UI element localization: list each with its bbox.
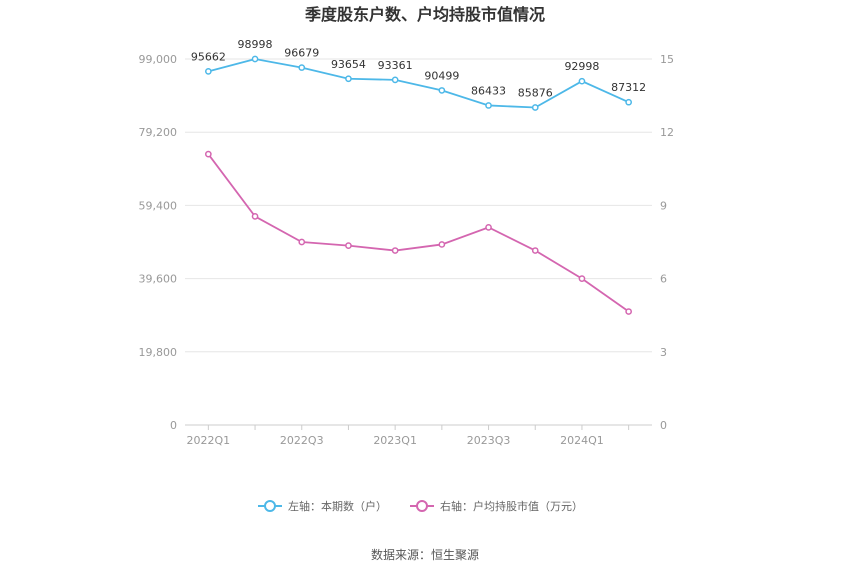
data-label: 93361 [378, 59, 413, 72]
x-ticks: 2022Q1 2022Q3 2023Q1 2023Q3 2024Q1 [187, 425, 630, 447]
x-tick-label: 2023Q3 [467, 434, 511, 447]
data-point[interactable] [391, 247, 399, 254]
data-label: 92998 [564, 60, 599, 73]
legend-label: 左轴：本期数（户） [288, 499, 387, 513]
data-point[interactable] [251, 213, 259, 220]
data-label: 96679 [284, 47, 319, 60]
data-point[interactable] [345, 75, 352, 83]
series-line [207, 153, 630, 313]
y-right-tick-label: 9 [660, 199, 667, 212]
data-point[interactable] [485, 102, 492, 109]
data-point[interactable] [298, 64, 306, 71]
y-left-tick-label: 19,800 [139, 346, 178, 359]
y-right-ticks: 0 3 6 9 12 15 [660, 53, 674, 432]
legend-marker-icon [264, 500, 276, 512]
data-label: 93654 [331, 58, 366, 71]
data-point[interactable] [345, 242, 352, 250]
data-point[interactable] [531, 247, 539, 254]
data-point[interactable] [578, 275, 586, 282]
series-line [208, 58, 630, 109]
y-left-tick-label: 39,600 [139, 273, 178, 286]
y-right-tick-label: 12 [660, 126, 674, 139]
x-tick-label: 2022Q3 [280, 434, 324, 447]
data-point[interactable] [205, 150, 212, 158]
data-point[interactable] [298, 238, 306, 246]
data-label: 90499 [424, 69, 459, 82]
legend-marker-icon [416, 500, 428, 512]
data-label: 95662 [191, 50, 226, 63]
y-right-tick-label: 6 [660, 273, 667, 286]
data-point[interactable] [251, 55, 259, 63]
data-point[interactable] [578, 77, 586, 85]
data-label: 85876 [518, 87, 553, 100]
data-point[interactable] [625, 98, 633, 106]
x-tick-label: 2024Q1 [560, 434, 604, 447]
series: 95662 98998 96679 93654 93361 90499 86433 85876… [191, 38, 646, 315]
y-left-ticks: 0 19,800 39,600 59,400 79,200 99,000 [139, 53, 178, 432]
y-left-tick-label: 0 [170, 419, 177, 432]
legend-label: 右轴：户均持股市值（万元） [440, 499, 583, 513]
data-label: 98998 [238, 38, 273, 51]
y-left-tick-label: 79,200 [139, 126, 178, 139]
data-point[interactable] [531, 104, 539, 111]
data-label: 86433 [471, 84, 506, 97]
legend-item[interactable]: 右轴：户均持股市值（万元） [410, 499, 583, 513]
y-left-tick-label: 99,000 [139, 53, 178, 66]
grid [185, 58, 652, 426]
data-label: 87312 [611, 81, 646, 94]
x-tick-label: 2023Q1 [373, 434, 417, 447]
data-point[interactable] [438, 241, 446, 248]
y-right-tick-label: 0 [660, 419, 667, 432]
legend-item[interactable]: 左轴：本期数（户） [258, 499, 387, 513]
y-right-tick-label: 15 [660, 53, 674, 66]
data-point[interactable] [625, 308, 633, 315]
y-right-tick-label: 3 [660, 346, 667, 359]
chart-title: 季度股东户数、户均持股市值情况 [304, 5, 545, 24]
data-point[interactable] [391, 76, 399, 84]
data-point[interactable] [485, 224, 492, 231]
x-tick-label: 2022Q1 [187, 434, 231, 447]
source-note: 数据来源：恒生聚源 [371, 547, 479, 562]
y-left-tick-label: 59,400 [139, 199, 178, 212]
data-point[interactable] [438, 87, 446, 94]
legend[interactable]: 左轴：本期数（户） 右轴：户均持股市值（万元） [258, 499, 583, 513]
data-point[interactable] [205, 67, 212, 75]
